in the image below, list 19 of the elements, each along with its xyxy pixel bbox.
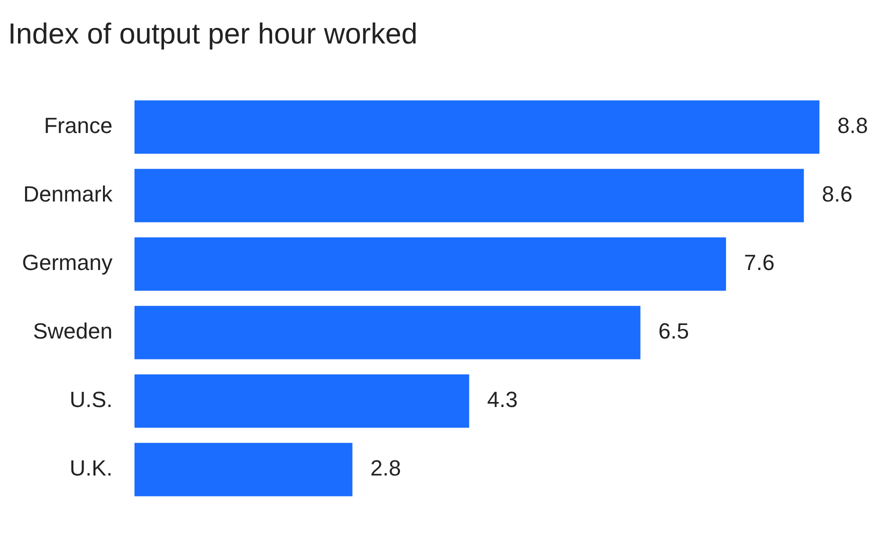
data-label: 2.8 [370,456,402,481]
data-label: 7.6 [744,250,775,276]
data-label: 8.8 [837,113,868,138]
chart-title: Index of output per hour worked [8,18,418,50]
data-label: 8.6 [822,182,852,207]
data-label: 6.5 [658,318,689,344]
bar [134,100,820,154]
bar [134,306,640,360]
y-tick-label: U.K. [70,456,112,481]
bar [134,442,352,496]
bar [134,168,804,222]
data-label: 4.3 [487,387,518,412]
y-tick-label: Sweden [32,318,112,344]
y-tick-label: Denmark [23,182,114,207]
bar [134,237,726,291]
y-tick-label: U.S. [70,387,112,412]
y-tick-label: Germany [22,250,112,276]
y-tick-label: France [44,113,112,138]
bar [134,374,470,428]
